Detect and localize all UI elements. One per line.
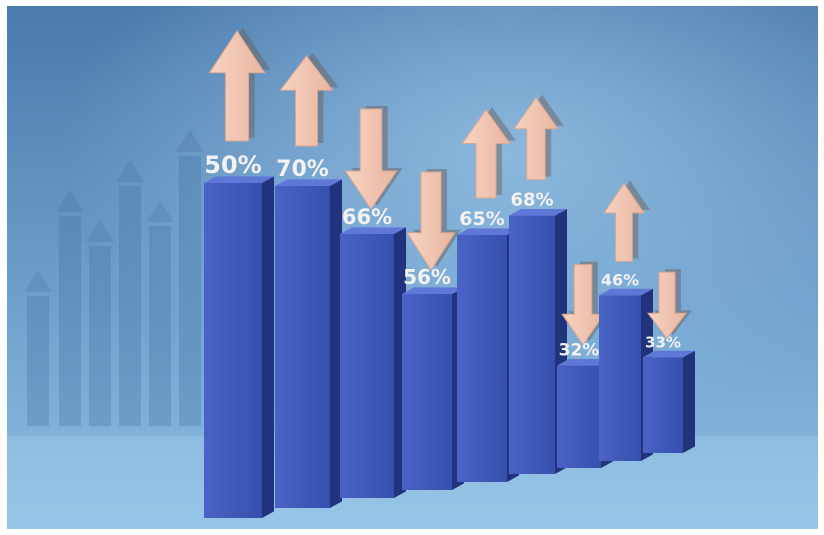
ghost-arrow-icon: [24, 270, 52, 292]
bar-front: [340, 234, 394, 498]
ghost-arrow-icon: [86, 220, 114, 242]
bar-value-label: 70%: [276, 157, 329, 182]
bar-top: [340, 227, 406, 234]
ghost-bar: [119, 186, 141, 426]
bar-top: [402, 287, 464, 294]
arrow-up-icon: [208, 30, 266, 142]
arrow-up-icon: [279, 55, 334, 147]
bar-value-label: 56%: [403, 265, 451, 289]
chart-frame: 50% 70% 66% 56% 65% 68% 32% 46% 33%: [7, 6, 818, 529]
bar-value-label: 66%: [342, 205, 392, 229]
bar-top: [457, 228, 519, 235]
bar-2: 70%: [275, 53, 342, 508]
bar-value-label: 46%: [601, 270, 639, 289]
arrow-up-icon: [513, 96, 559, 181]
bars-group: 50% 70% 66% 56% 65% 68% 32% 46% 33%: [204, 28, 695, 518]
background-ghost-bars: [24, 130, 204, 426]
bar-front: [643, 357, 683, 453]
bar-front: [402, 294, 452, 490]
arrow-up-icon: [603, 182, 645, 262]
bar-value-label: 32%: [559, 341, 600, 361]
bar-front: [557, 365, 601, 468]
ghost-arrow-icon: [146, 200, 174, 222]
bar-top: [204, 176, 274, 183]
ghost-bar: [89, 246, 111, 426]
bar-side: [262, 176, 274, 518]
bar-value-label: 68%: [510, 190, 553, 211]
bar-front: [457, 235, 507, 482]
bar-front: [204, 183, 262, 518]
ghost-bar: [179, 156, 201, 426]
bar-front: [509, 215, 555, 474]
ghost-arrow-icon: [176, 130, 204, 152]
bar-4: 56%: [402, 169, 464, 490]
bar-front: [275, 186, 330, 508]
bar-value-label: 33%: [645, 333, 681, 351]
bar-top: [275, 179, 342, 186]
bar-side: [683, 350, 695, 453]
ghost-bar: [27, 296, 49, 426]
arrow-down-icon: [561, 264, 605, 346]
ghost-arrow-icon: [116, 160, 144, 182]
bar-front: [599, 295, 641, 461]
bar-value-label: 50%: [204, 151, 261, 179]
arrow-down-icon: [344, 108, 398, 210]
bar-side: [330, 179, 342, 508]
bar-6: 68%: [509, 94, 567, 474]
bar-top: [643, 350, 695, 358]
ghost-arrow-icon: [56, 190, 84, 212]
arrow-down-icon: [406, 171, 456, 271]
bar-top: [509, 209, 567, 216]
bar-9: 33%: [643, 269, 695, 453]
bar-1: 50%: [204, 28, 274, 518]
arrow-up-icon: [461, 109, 511, 199]
ghost-bar: [149, 226, 171, 426]
bar-chart: 50% 70% 66% 56% 65% 68% 32% 46% 33%: [7, 6, 818, 529]
ghost-bar: [59, 216, 81, 426]
arrow-down-icon: [646, 271, 688, 340]
bar-top: [599, 288, 653, 296]
bar-value-label: 65%: [459, 208, 504, 230]
